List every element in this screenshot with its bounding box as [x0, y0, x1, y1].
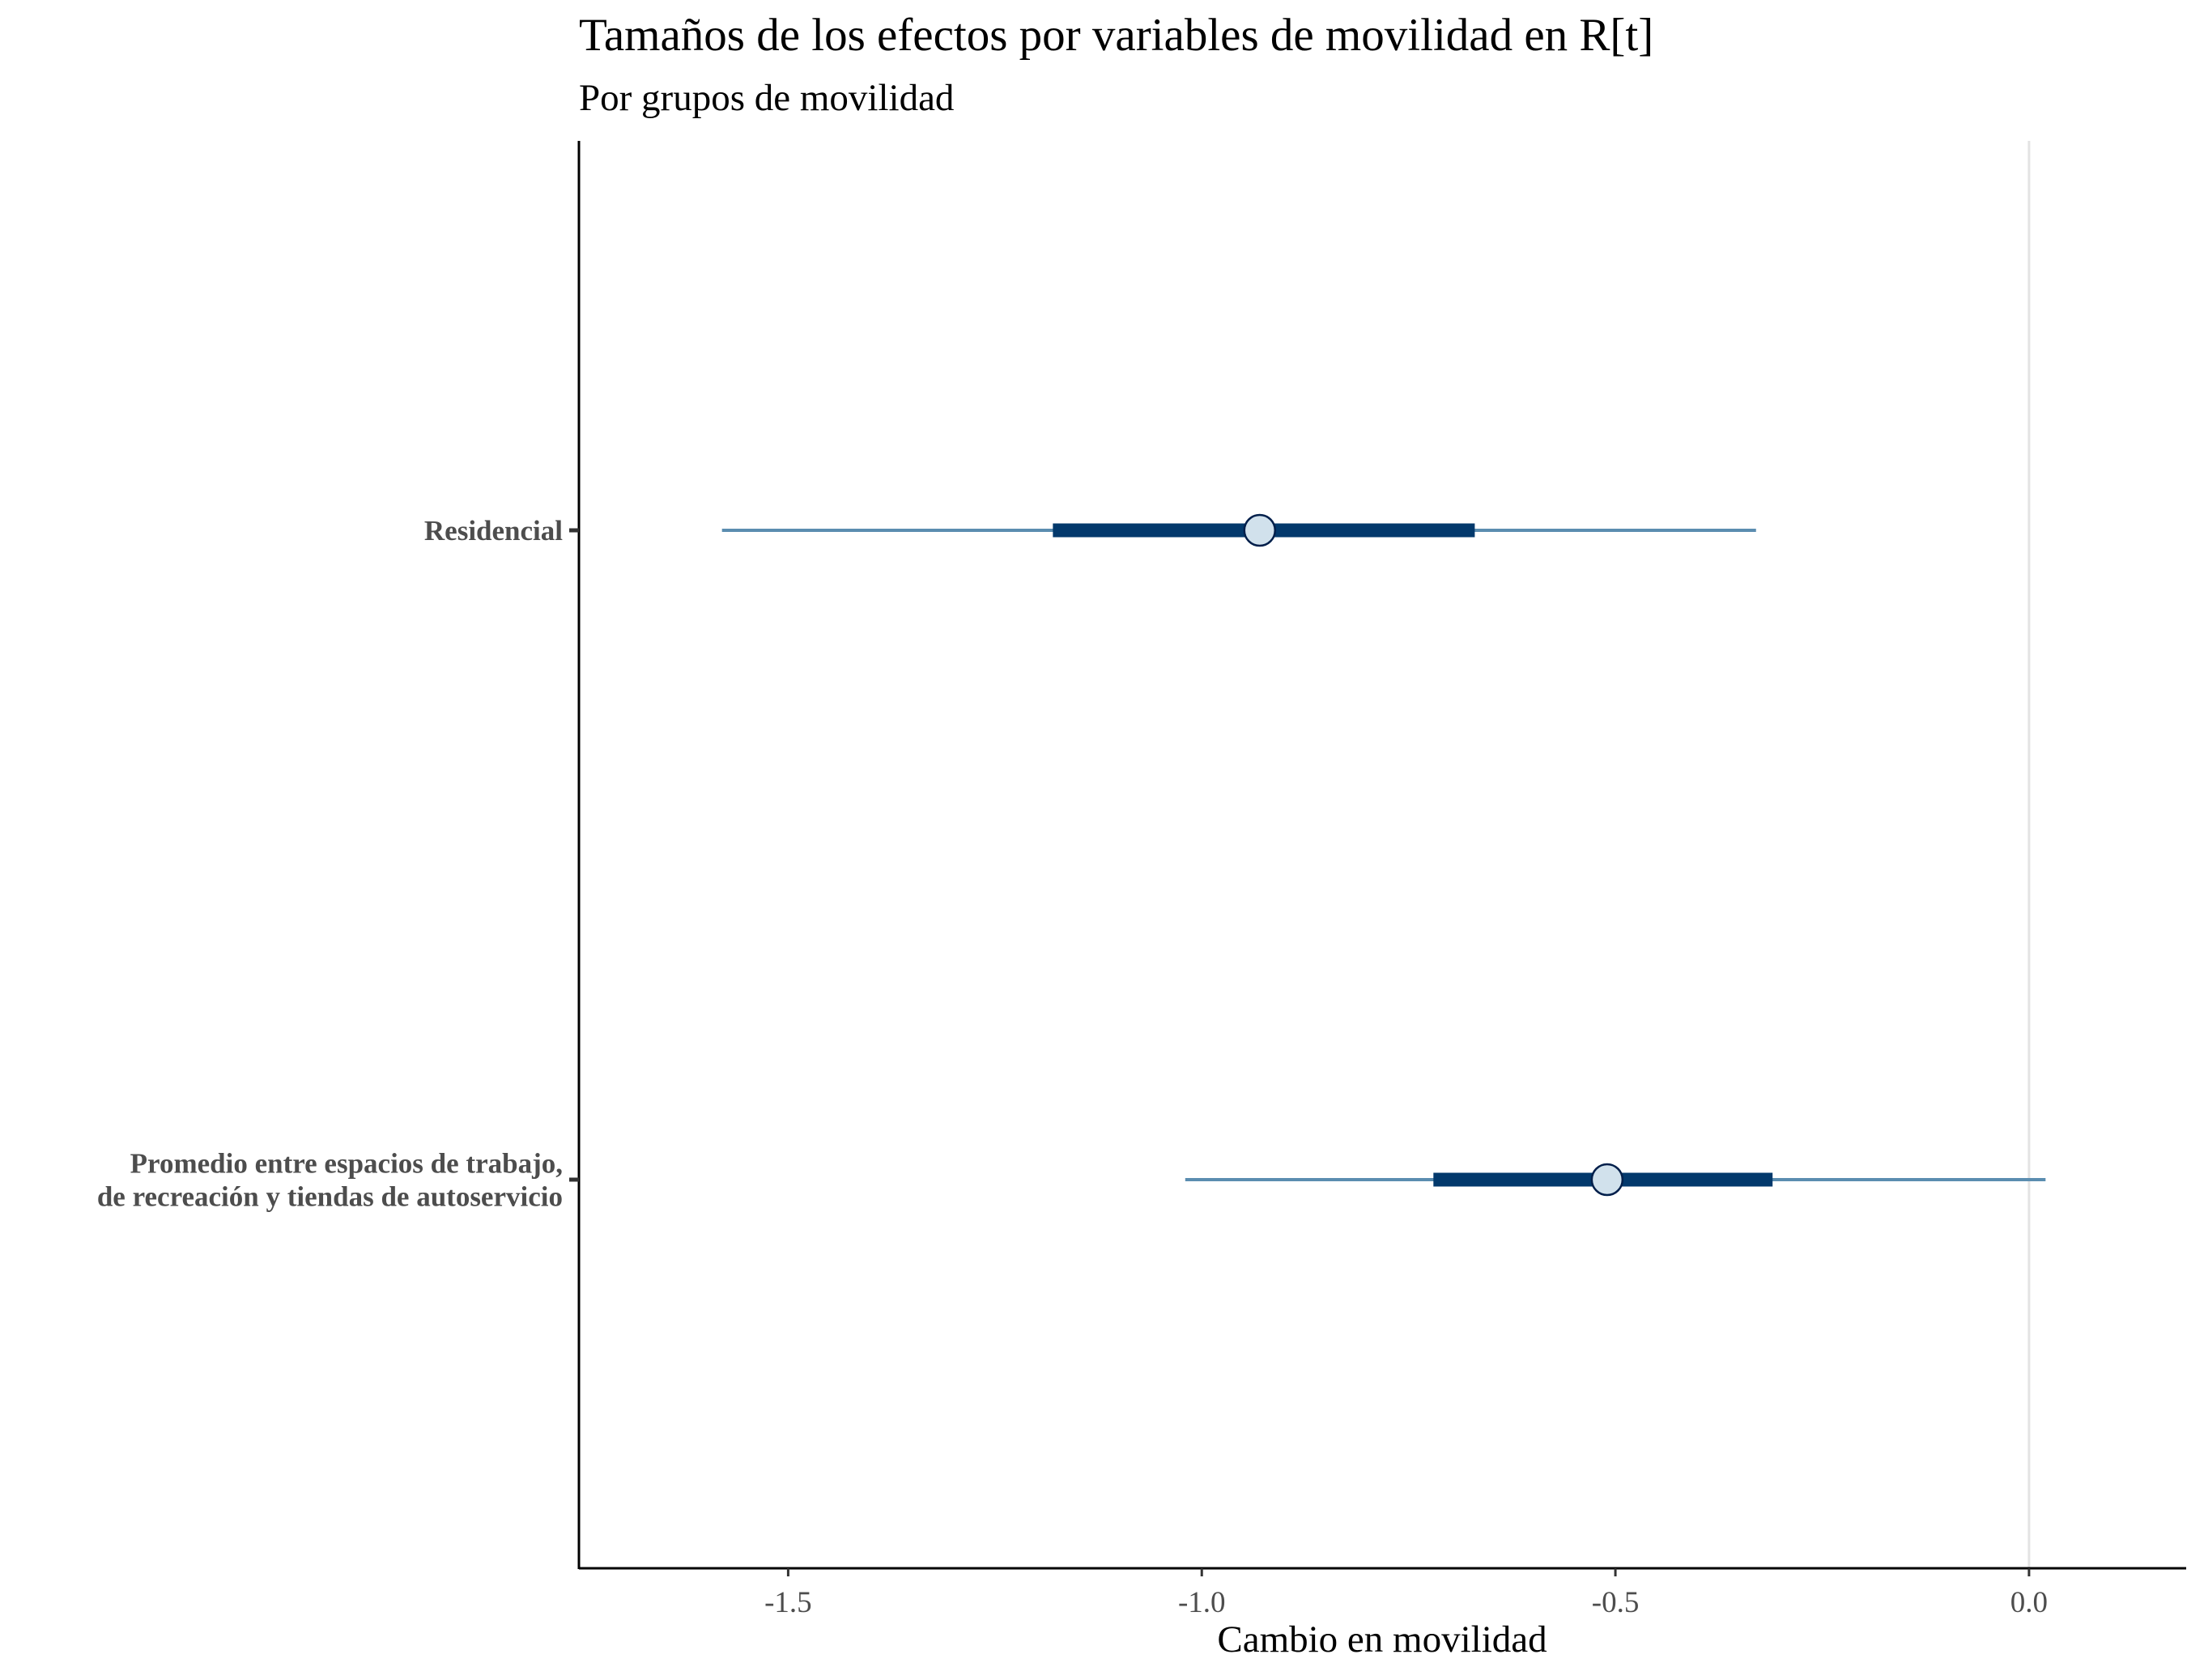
point-estimate [1243, 513, 1277, 547]
x-tick-label: -0.5 [1592, 1586, 1640, 1619]
x-tick-label: 0.0 [2010, 1586, 2048, 1619]
chart-title: Tamaños de los efectos por variables de … [579, 10, 1653, 61]
chart-subtitle: Por grupos de movilidad [579, 77, 954, 119]
y-tick-label: Promedio entre espacios de trabajo, [130, 1148, 563, 1180]
interval-row [721, 513, 1756, 547]
y-tick-label: Residencial [424, 515, 563, 547]
intervals-layer [721, 513, 2046, 1197]
x-axis-ticks: -1.5 -1.0 -0.5 0.0 [764, 1568, 2048, 1619]
y-axis-ticks: Residencial Promedio entre espacios de tr… [97, 515, 579, 1213]
x-tick-label: -1.5 [764, 1586, 812, 1619]
x-tick-label: -1.0 [1178, 1586, 1226, 1619]
interval-row [1185, 1163, 2046, 1197]
y-tick-label: de recreación y tiendas de autoservicio [97, 1181, 563, 1213]
x-axis-title: Cambio en movilidad [1217, 1618, 1547, 1661]
point-estimate [1590, 1163, 1624, 1197]
